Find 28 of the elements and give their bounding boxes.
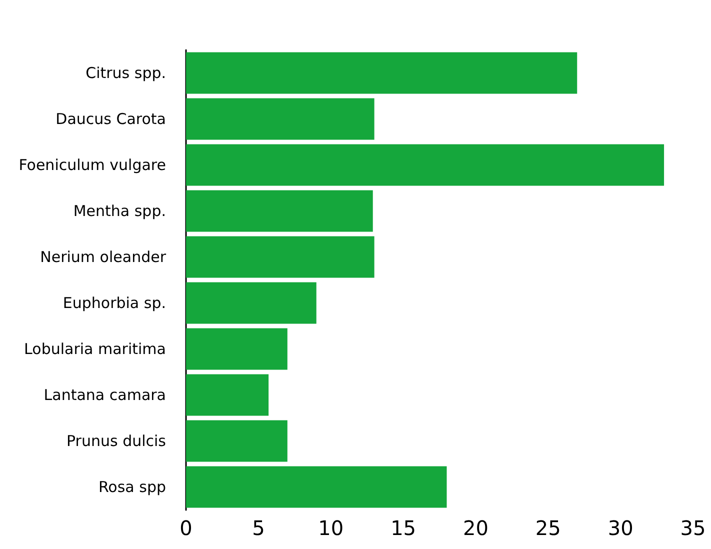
bar	[186, 236, 374, 278]
bar	[186, 282, 316, 324]
x-tick-label: 10	[318, 516, 344, 540]
bar	[186, 466, 447, 508]
x-tick-label: 0	[180, 516, 192, 540]
y-tick-label: Lantana camara	[44, 386, 166, 404]
bar	[186, 98, 374, 140]
x-tick-label: 5	[252, 516, 265, 540]
y-tick-label: Nerium oleander	[40, 248, 167, 266]
x-tick-label: 15	[390, 516, 416, 540]
bar	[186, 190, 373, 232]
y-tick-label: Lobularia maritima	[24, 340, 166, 358]
y-tick-label: Rosa spp	[98, 478, 166, 496]
x-tick-label: 25	[535, 516, 561, 540]
y-tick-label: Daucus Carota	[56, 110, 166, 128]
bar	[186, 420, 288, 462]
y-tick-label: Foeniculum vulgare	[18, 156, 166, 174]
x-tick-label: 30	[608, 516, 634, 540]
y-tick-label: Citrus spp.	[86, 64, 166, 82]
y-tick-label: Mentha spp.	[73, 202, 166, 220]
x-tick-label: 20	[462, 516, 488, 540]
y-tick-label: Euphorbia sp.	[62, 294, 166, 312]
bar	[186, 374, 269, 416]
y-tick-label: Prunus dulcis	[66, 432, 166, 450]
bar	[186, 328, 288, 370]
bar	[186, 52, 578, 94]
bar	[186, 144, 664, 186]
x-tick-label: 35	[680, 516, 706, 540]
